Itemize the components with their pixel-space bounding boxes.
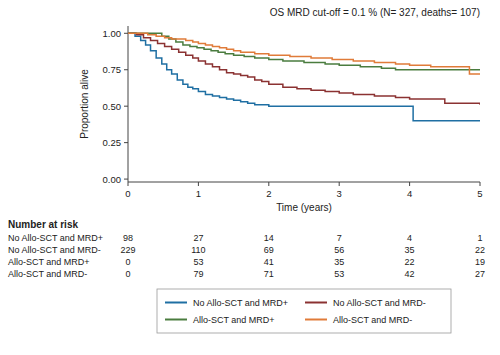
legend-label: No Allo-SCT and MRD- [333,298,426,308]
legend: No Allo-SCT and MRD+ No Allo-SCT and MRD-… [157,289,451,333]
x-tick-label: 3 [337,188,342,199]
legend-label: Allo-SCT and MRD+ [193,315,275,325]
risk-count: 22 [475,245,485,255]
risk-table-group: No Allo-SCT and MRD- [8,245,101,255]
risk-count: 42 [405,269,415,279]
y-tick [124,69,128,70]
risk-count: 69 [264,245,274,255]
risk-count: 35 [405,245,415,255]
y-tick-label: 0.25 [103,137,122,148]
risk-table-group: No Allo-SCT and MRD+ [8,233,103,243]
legend-swatch [305,319,327,321]
survival-curve [128,33,480,104]
x-tick [339,182,340,186]
chart: OS MRD cut-off = 0.1 % (N= 327, deaths= … [0,0,500,355]
risk-count: 229 [120,245,135,255]
legend-frame [157,289,451,333]
x-tick [409,182,410,186]
risk-count: 98 [123,233,133,243]
survival-curve [128,33,480,120]
x-tick-label: 1 [196,188,201,199]
risk-count: 41 [264,257,274,267]
risk-count: 35 [334,257,344,267]
x-tick [198,182,199,186]
legend-label: No Allo-SCT and MRD+ [193,298,288,308]
risk-count: 22 [405,257,415,267]
risk-count: 56 [334,245,344,255]
risk-count: 1 [477,233,482,243]
risk-table-group: Allo-SCT and MRD+ [8,257,90,267]
background [0,0,500,355]
risk-count: 0 [125,257,130,267]
risk-count: 71 [264,269,274,279]
x-tick [480,182,481,186]
risk-count: 19 [475,257,485,267]
risk-table-title: Number at risk [8,219,78,230]
x-axis-label: Time (years) [276,202,332,213]
legend-swatch [165,302,187,304]
x-tick-label: 2 [266,188,271,199]
risk-count: 110 [191,245,205,255]
risk-count: 7 [337,233,342,243]
title: OS MRD cut-off = 0.1 % (N= 327, deaths= … [270,7,480,18]
y-tick [124,33,128,34]
risk-count: 27 [193,233,203,243]
y-axis [128,26,129,182]
risk-count: 79 [193,269,203,279]
y-tick [124,179,128,180]
risk-count: 27 [475,269,485,279]
x-tick-label: 0 [125,188,130,199]
y-tick-label: 1.00 [103,28,122,39]
risk-count: 14 [264,233,274,243]
x-tick-label: 4 [407,188,412,199]
risk-count: 53 [193,257,203,267]
y-axis-label: Proportion alive [79,69,90,139]
x-tick [268,182,269,186]
risk-count: 4 [407,233,412,243]
y-tick [124,106,128,107]
legend-swatch [305,302,327,304]
survival-curve [128,33,480,74]
y-tick-label: 0.00 [103,174,122,185]
y-tick-label: 0.50 [103,101,122,112]
risk-count: 0 [125,269,130,279]
y-tick [124,142,128,143]
risk-table-group: Allo-SCT and MRD- [8,269,87,279]
x-tick [128,182,129,186]
x-tick-label: 5 [477,188,482,199]
x-axis [128,182,480,183]
curves [128,33,480,120]
y-tick-label: 0.75 [103,64,122,75]
risk-count: 53 [334,269,344,279]
legend-swatch [165,319,187,321]
legend-label: Allo-SCT and MRD- [333,315,412,325]
